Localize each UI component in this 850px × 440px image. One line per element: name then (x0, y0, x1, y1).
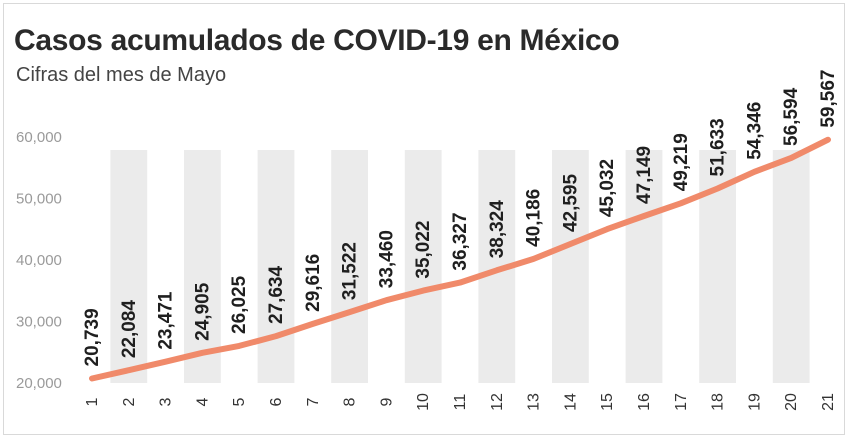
x-tick-label: 1 (84, 397, 101, 406)
data-label: 40,186 (524, 189, 545, 247)
column-band (257, 150, 295, 383)
data-label: 38,324 (487, 200, 508, 259)
x-tick-label: 13 (526, 393, 543, 411)
y-tick-label: 60,000 (16, 129, 62, 146)
x-tick-label: 15 (599, 393, 616, 411)
x-tick-label: 10 (415, 393, 432, 411)
data-label: 59,567 (818, 70, 839, 128)
data-label: 22,084 (119, 300, 140, 359)
column-bands (110, 150, 810, 383)
x-tick-label: 19 (746, 393, 763, 411)
x-tick-label: 4 (194, 397, 211, 406)
data-label: 35,022 (413, 220, 434, 278)
data-label: 36,327 (450, 212, 471, 270)
data-label: 42,595 (560, 173, 581, 232)
data-label: 49,219 (671, 133, 692, 191)
x-tick-label: 2 (121, 397, 138, 406)
x-tick-label: 17 (673, 393, 690, 411)
data-label: 45,032 (597, 159, 618, 217)
x-tick-label: 5 (231, 397, 248, 406)
x-tick-label: 6 (268, 397, 285, 406)
data-label: 23,471 (156, 291, 177, 350)
data-label: 26,025 (229, 275, 250, 334)
column-band (552, 150, 589, 383)
column-band (625, 150, 663, 383)
y-tick-label: 50,000 (16, 191, 62, 208)
chart-title: Casos acumulados de COVID-19 en México (14, 24, 620, 57)
data-label: 54,346 (744, 102, 765, 160)
x-tick-label: 12 (489, 393, 506, 411)
x-tick-label: 18 (710, 393, 727, 411)
x-tick-label: 7 (305, 397, 322, 406)
y-tick-label: 30,000 (16, 314, 62, 331)
series-line (89, 136, 831, 382)
data-label: 31,522 (340, 242, 361, 300)
y-axis: 20,000 30,000 40,000 50,000 60,000 (16, 129, 62, 392)
data-label: 20,739 (82, 308, 103, 366)
series (89, 136, 831, 382)
data-label: 51,633 (708, 118, 729, 176)
data-label: 27,634 (266, 266, 287, 325)
data-label: 56,594 (781, 87, 802, 146)
data-label: 33,460 (376, 230, 397, 288)
column-band (110, 150, 148, 383)
data-label: 29,616 (303, 254, 324, 312)
x-tick-label: 3 (158, 397, 175, 406)
data-label: 24,905 (192, 282, 213, 341)
column-band (331, 150, 368, 383)
y-tick-label: 20,000 (16, 375, 62, 392)
data-label: 47,149 (634, 146, 655, 204)
x-axis: 1 2 3 4 5 6 7 8 9 10 11 12 13 14 15 16 17 18 19 20 21 (84, 393, 837, 411)
y-tick-label: 40,000 (16, 252, 62, 269)
x-tick-label: 9 (378, 397, 395, 406)
column-band (184, 150, 221, 383)
x-tick-label: 11 (452, 394, 469, 411)
x-tick-label: 8 (342, 397, 359, 406)
x-tick-label: 16 (636, 393, 653, 411)
column-band (772, 150, 810, 383)
column-band (404, 150, 442, 383)
chart-subtitle: Cifras del mes de Mayo (16, 64, 227, 86)
data-labels: 20,739 22,084 23,471 24,905 26,025 27,634 29,6… (82, 70, 839, 367)
x-tick-label: 21 (820, 393, 837, 411)
x-tick-label: 14 (562, 393, 579, 411)
x-tick-label: 20 (783, 393, 800, 411)
